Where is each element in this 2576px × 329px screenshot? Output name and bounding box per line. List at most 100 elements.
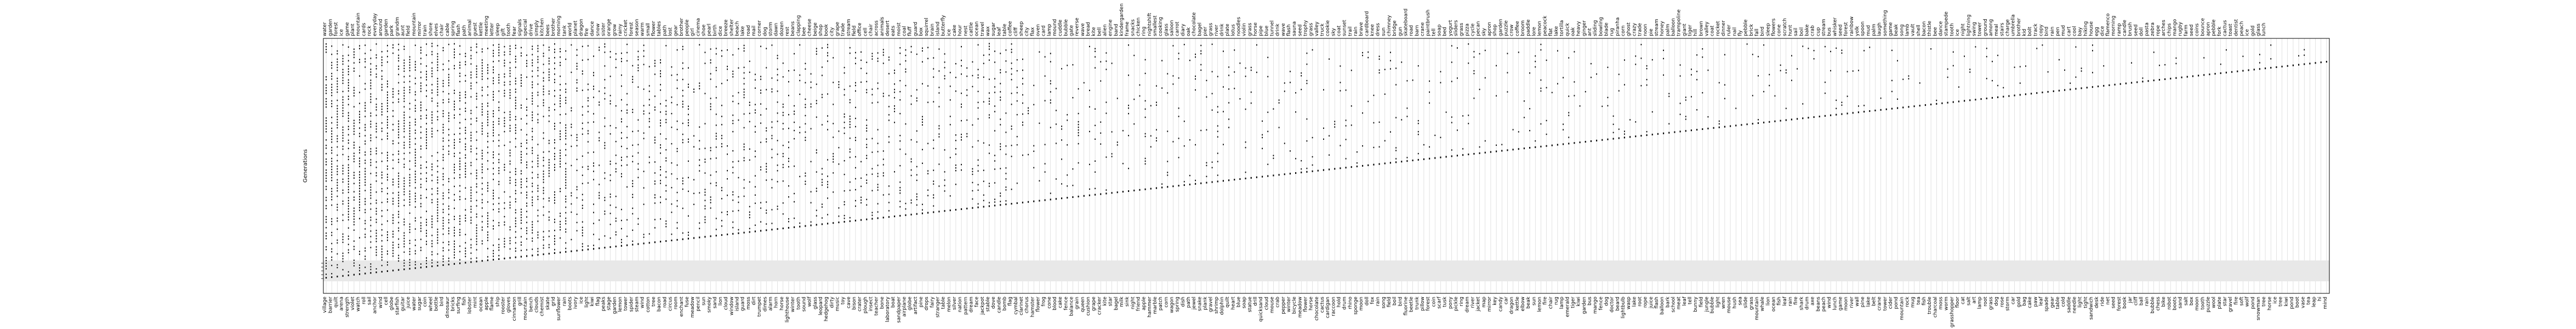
word-marker (727, 69, 728, 70)
word-marker (989, 185, 990, 187)
word-marker (442, 264, 444, 266)
word-marker (604, 200, 606, 201)
word-marker (688, 114, 689, 116)
word-marker (933, 183, 934, 185)
word-marker (1161, 60, 1162, 61)
word-marker (487, 256, 488, 258)
word-marker (1362, 52, 1363, 54)
word-marker (766, 141, 767, 143)
word-marker (1512, 129, 1514, 131)
word-marker (359, 59, 360, 60)
bottom-tick-label: cardigan (1325, 297, 1331, 318)
bottom-tick-label: moss (746, 297, 751, 310)
word-marker (470, 88, 472, 89)
word-marker (1846, 112, 1848, 115)
word-marker (537, 231, 539, 233)
word-marker (743, 231, 745, 234)
word-marker (2081, 70, 2082, 72)
word-marker (364, 266, 366, 268)
word-marker (453, 263, 455, 265)
word-marker (403, 262, 405, 264)
word-marker (1602, 105, 1603, 107)
word-marker (1016, 59, 1018, 61)
word-marker (398, 161, 400, 163)
word-marker (359, 171, 360, 173)
word-marker (1061, 68, 1062, 70)
word-marker (727, 80, 728, 81)
word-marker (504, 89, 505, 92)
word-marker (442, 82, 444, 84)
word-marker (1802, 46, 1804, 47)
word-marker (387, 110, 388, 112)
word-marker (860, 81, 862, 83)
word-marker (403, 128, 405, 130)
word-marker (520, 256, 522, 258)
word-marker (961, 103, 962, 105)
word-marker (481, 207, 483, 209)
word-marker (476, 257, 477, 259)
word-marker (788, 160, 789, 162)
word-marker (849, 137, 851, 139)
word-marker (660, 84, 661, 86)
word-marker (1836, 114, 1837, 116)
word-marker (1334, 126, 1336, 128)
bottom-tick-label: dream (1464, 297, 1470, 313)
word-marker (1100, 80, 1102, 82)
word-marker (481, 150, 483, 151)
word-marker (626, 104, 628, 106)
word-marker (1067, 120, 1068, 121)
word-marker (849, 101, 851, 104)
word-marker (387, 154, 388, 156)
word-marker (1975, 46, 1976, 48)
top-tick-label: rain (2050, 27, 2055, 36)
word-marker (470, 134, 472, 136)
word-marker (387, 55, 388, 58)
word-marker (1462, 154, 1464, 156)
word-marker (1679, 75, 1681, 77)
word-marker (743, 127, 745, 129)
word-marker (481, 215, 483, 217)
word-marker (1963, 100, 1965, 102)
top-tick-label: bus (1827, 27, 1832, 36)
word-marker (403, 199, 405, 201)
word-marker (1067, 144, 1068, 146)
word-marker (337, 118, 338, 121)
word-marker (354, 224, 355, 225)
word-marker (347, 274, 349, 276)
word-marker (493, 124, 494, 126)
word-marker (414, 264, 416, 265)
word-marker (961, 139, 962, 141)
top-tick-label: oak (1570, 27, 1576, 36)
word-marker (609, 100, 611, 102)
word-marker (704, 208, 706, 209)
word-marker (331, 89, 333, 91)
word-marker (2092, 50, 2093, 52)
word-marker (504, 73, 505, 75)
word-marker (977, 118, 979, 120)
word-marker (1167, 92, 1169, 94)
word-marker (409, 179, 411, 181)
word-marker (498, 82, 500, 84)
word-marker (403, 224, 405, 226)
word-marker (1958, 100, 1960, 103)
word-marker (771, 121, 773, 123)
word-marker (354, 122, 355, 124)
word-marker (877, 184, 879, 185)
top-tick-label: sliders (1454, 20, 1459, 36)
top-tick-label: arches (2161, 20, 2167, 36)
word-marker (359, 174, 360, 175)
word-marker (643, 105, 645, 106)
word-marker (509, 48, 511, 50)
word-marker (532, 199, 533, 201)
word-marker (771, 157, 773, 158)
top-tick-label: brick (1749, 24, 1754, 36)
word-marker (816, 149, 817, 151)
word-marker (855, 82, 856, 84)
word-marker (359, 264, 360, 266)
word-marker (437, 190, 438, 192)
word-marker (448, 189, 449, 191)
word-marker (392, 197, 394, 200)
word-marker (766, 108, 767, 110)
bottom-tick-label: coin (423, 297, 428, 307)
word-marker (347, 175, 349, 177)
